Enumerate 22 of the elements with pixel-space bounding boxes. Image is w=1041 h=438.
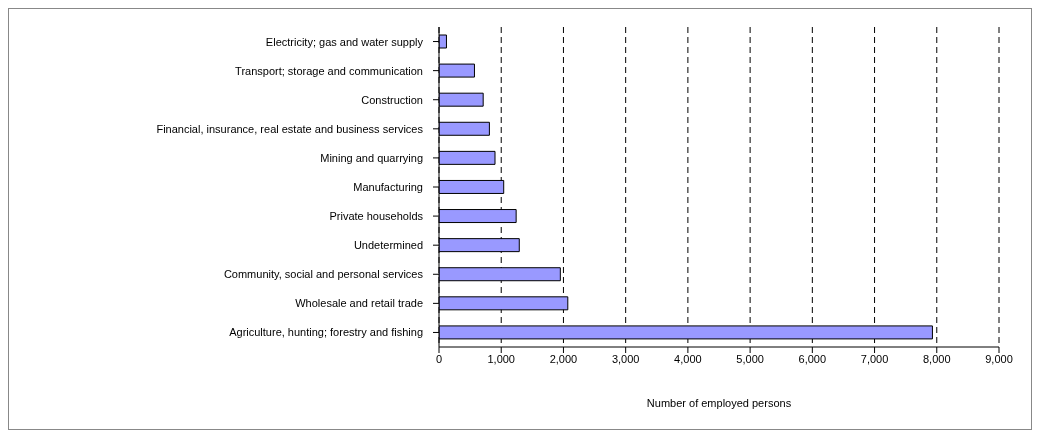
- x-tick-label: 1,000: [487, 352, 515, 365]
- y-tick-label: Financial, insurance, real estate and business services: [156, 122, 424, 135]
- x-tick-label: 9,000: [985, 352, 1013, 365]
- x-axis-title: Number of employed persons: [646, 397, 792, 409]
- x-tick-label: 2,000: [549, 352, 578, 365]
- y-tick-label: Private households: [329, 210, 424, 223]
- y-tick-label: Undetermined: [353, 239, 423, 252]
- x-tick-label: 6,000: [798, 352, 827, 365]
- x-tick-label: 8,000: [923, 352, 951, 365]
- y-tick-label: Agriculture, hunting; forestry and fishing: [229, 326, 423, 339]
- x-tick-label: 7,000: [860, 352, 889, 365]
- y-tick-label: Wholesale and retail trade: [295, 297, 423, 310]
- x-tick-label: 4,000: [674, 352, 702, 365]
- y-tick-label: Mining and quarrying: [320, 151, 423, 164]
- x-tick-label: 5,000: [736, 352, 764, 365]
- y-tick-label: Electricity; gas and water supply: [265, 35, 424, 48]
- y-tick-label: Manufacturing: [353, 181, 423, 193]
- y-tick-label: Community, social and personal services: [223, 268, 424, 281]
- y-tick-label: Construction: [361, 93, 423, 106]
- x-tick-label: 3,000: [611, 352, 640, 365]
- x-tick-label: 0: [435, 352, 443, 365]
- y-tick-label: Transport; storage and communication: [235, 64, 423, 77]
